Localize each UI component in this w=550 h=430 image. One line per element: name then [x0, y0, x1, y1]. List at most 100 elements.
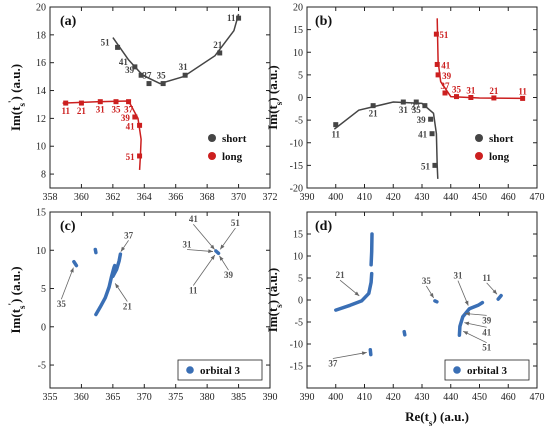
point-label-short: 39	[417, 115, 427, 125]
data-point-long	[433, 31, 439, 37]
x-tick-label: 355	[43, 392, 58, 403]
point-label-short: 37	[143, 71, 153, 81]
orbital-3-segment	[402, 329, 407, 337]
data-point-short	[333, 122, 339, 128]
annotation-arrow-head	[220, 244, 225, 250]
data-point-short	[413, 99, 419, 105]
data-point-short	[236, 15, 242, 21]
y-tick-label: -20	[290, 184, 303, 195]
data-point-short	[182, 72, 188, 78]
data-point-short	[115, 44, 121, 50]
x-tick-label: 450	[472, 192, 487, 203]
point-label-long: 11	[518, 86, 527, 96]
y-tick-label: 15	[36, 208, 46, 219]
data-point-long	[78, 100, 84, 106]
y-tick-label: 0	[298, 296, 303, 307]
orbital-3-segment	[368, 347, 373, 357]
orbital-3-segment	[496, 293, 503, 301]
annotation-label: 37	[328, 359, 338, 369]
annotation-arrow-head	[210, 255, 215, 260]
y-tick-label: 14	[36, 86, 46, 97]
y-tick-label: 18	[36, 30, 46, 41]
y-tick-label: 10	[293, 252, 303, 263]
x-tick-label: 360	[74, 192, 89, 203]
point-label-short: 37	[411, 102, 421, 112]
annotation-label: 31	[183, 239, 193, 249]
panel-letter: (c)	[60, 219, 76, 234]
point-label-long: 31	[466, 86, 476, 96]
panel-b: 390 400 410 420 430 440 450 460 470 -20 -15 -10 -5 0 5…	[265, 3, 545, 204]
y-tick-label: 5	[298, 274, 303, 285]
point-label-long: 11	[61, 106, 70, 116]
legend-marker-short	[475, 134, 483, 142]
orbital-3-segment	[94, 263, 117, 317]
annotation-arrow-head	[210, 244, 215, 250]
orbital-3-segment	[72, 259, 79, 268]
x-axis-label-bottom-right: Re(ts) (a.u.)	[405, 409, 469, 428]
legend-label-long: long	[489, 151, 510, 163]
x-tick-label: 470	[530, 392, 545, 403]
x-tick-label: 450	[472, 392, 487, 403]
y-tick-label: -15	[290, 362, 303, 373]
point-label-short: 51	[421, 161, 431, 171]
annotation-arrow-line	[193, 223, 215, 250]
legend-marker-long	[475, 152, 483, 160]
data-point-short	[422, 103, 428, 109]
y-tick-label: -10	[290, 340, 303, 351]
data-point-long	[113, 99, 119, 105]
y-tick-label: 0	[41, 322, 46, 333]
orbital-3-segment	[93, 247, 98, 255]
annotation-label: 39	[482, 315, 492, 325]
annotation-label: 51	[482, 343, 492, 353]
data-point-short	[429, 131, 435, 137]
legend-marker-long	[208, 152, 216, 160]
point-label-long: 51	[439, 30, 449, 40]
y-tick-label: 20	[36, 3, 46, 14]
plot-frame	[49, 211, 271, 389]
annotation-label: 21	[336, 270, 346, 280]
panel-a: 358 360 362 364 366 368 370 372 8 10 12 14 16 18 20 Im(…	[7, 3, 278, 204]
annotation-arrow-head	[465, 311, 470, 316]
annotation-arrow-head	[69, 267, 74, 273]
annotation-label: 39	[224, 270, 234, 280]
annotation-label: 37	[124, 230, 134, 240]
orbital-3-segment	[369, 232, 374, 267]
point-label-long: 39	[121, 113, 131, 123]
point-label-long: 35	[112, 105, 122, 115]
data-point-short	[138, 72, 144, 78]
annotation-arrow-head	[120, 246, 126, 252]
annotation-arrow-line	[192, 254, 216, 286]
annotation-arrow-head	[219, 255, 224, 261]
y-tick-label: -5	[38, 361, 46, 372]
y-tick-label: 10	[293, 48, 303, 59]
x-tick-label: 420	[386, 192, 401, 203]
annotation-label: 51	[231, 218, 241, 228]
x-tick-label: 410	[357, 392, 372, 403]
data-point-short	[428, 116, 434, 122]
x-tick-label: 366	[168, 192, 183, 203]
point-label-short: 31	[399, 105, 409, 115]
x-tick-label: 385	[231, 392, 246, 403]
annotation-arrow-head	[464, 321, 470, 326]
orbital-3-segment	[334, 271, 374, 312]
x-tick-label: 358	[43, 192, 58, 203]
y-tick-label: -5	[295, 318, 303, 329]
series-curve-long	[436, 18, 523, 100]
x-tick-label: 362	[105, 192, 120, 203]
point-label-short: 39	[125, 65, 135, 75]
x-tick-label: 372	[263, 192, 278, 203]
y-axis-label: Im(ts) (a.u.)	[265, 268, 284, 333]
annotation-arrow-head	[354, 291, 360, 296]
legend-label-short: short	[222, 133, 247, 145]
annotation-label: 21	[123, 302, 133, 312]
panel-letter: (d)	[315, 219, 332, 234]
x-tick-label: 410	[357, 192, 372, 203]
annotation-arrow-head	[429, 292, 434, 298]
x-tick-label: 460	[501, 392, 516, 403]
x-tick-label: 400	[328, 192, 343, 203]
annotation-arrow-line	[60, 267, 74, 300]
point-label-short: 11	[227, 13, 236, 23]
y-axis-label: Im(ts') (a.u.)	[7, 64, 27, 131]
series-curve-short	[333, 101, 439, 179]
y-tick-label: 10	[36, 142, 46, 153]
